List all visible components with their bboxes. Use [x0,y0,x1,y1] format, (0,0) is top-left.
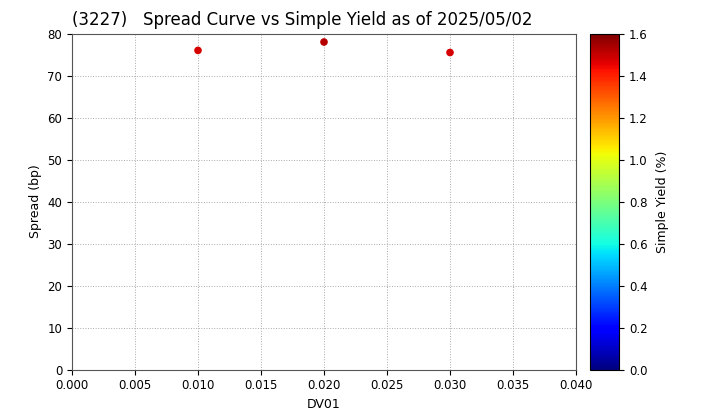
Y-axis label: Spread (bp): Spread (bp) [29,165,42,239]
Point [192,47,204,54]
X-axis label: DV01: DV01 [307,398,341,411]
Point [444,49,456,56]
Text: (3227)   Spread Curve vs Simple Yield as of 2025/05/02: (3227) Spread Curve vs Simple Yield as o… [72,11,533,29]
Point [318,39,330,45]
Y-axis label: Simple Yield (%): Simple Yield (%) [656,150,669,253]
